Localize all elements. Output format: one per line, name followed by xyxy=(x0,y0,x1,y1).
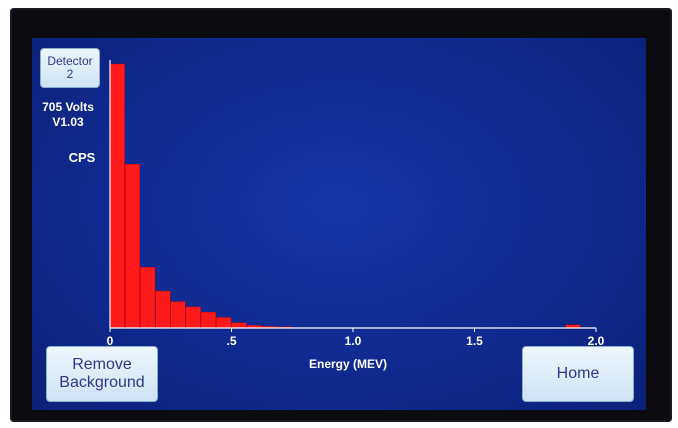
spectrum-bar xyxy=(200,311,216,329)
x-tick-label: 1.5 xyxy=(466,334,483,348)
x-tick-label: .5 xyxy=(226,334,236,348)
detector-button[interactable]: Detector 2 xyxy=(40,48,100,88)
spectrum-bar xyxy=(155,290,171,329)
energy-spectrum-chart: 0 .5 1.0 1.5 2.0 Energy (MEV) xyxy=(107,60,605,371)
spectrum-bar xyxy=(140,267,156,329)
remove-background-button[interactable]: Remove Background xyxy=(46,346,158,402)
spectrum-bar xyxy=(170,301,186,329)
firmware-version: V1.03 xyxy=(52,115,84,129)
display-screen: Detector 2 705 Volts V1.03 CPS 0 .5 1.0 1.5… xyxy=(32,38,646,410)
remove-background-label-line1: Remove xyxy=(72,356,132,374)
detector-button-number: 2 xyxy=(66,67,74,81)
x-tick-label: 0 xyxy=(107,334,114,348)
x-axis-label: Energy (MEV) xyxy=(309,357,387,371)
voltage-readout: 705 Volts V1.03 xyxy=(36,100,100,130)
x-tick-label: 2.0 xyxy=(588,334,605,348)
voltage-value: 705 Volts xyxy=(42,100,94,114)
spectrum-bar xyxy=(231,322,247,329)
spectrum-bar xyxy=(216,317,232,329)
detector-button-label: Detector xyxy=(47,53,93,68)
home-button-label: Home xyxy=(556,365,600,383)
spectrum-bar xyxy=(124,164,140,329)
x-tick-label: 1.0 xyxy=(345,334,362,348)
spectrum-bar xyxy=(185,306,201,329)
y-axis-unit-label: CPS xyxy=(68,150,96,165)
spectrum-bar xyxy=(109,63,125,329)
home-button[interactable]: Home xyxy=(522,346,634,402)
remove-background-label-line2: Background xyxy=(59,374,145,391)
